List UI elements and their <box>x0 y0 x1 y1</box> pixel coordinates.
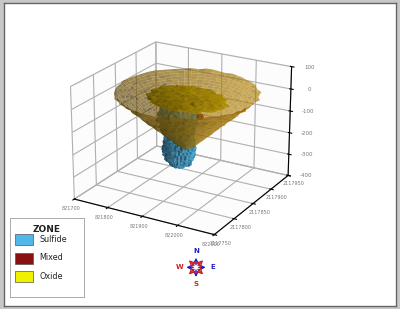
Text: Sulfide: Sulfide <box>40 235 67 243</box>
Bar <box>15 235 33 245</box>
Text: E: E <box>210 265 215 270</box>
Bar <box>15 271 33 282</box>
Text: Mixed: Mixed <box>40 253 63 262</box>
Text: ZONE: ZONE <box>33 225 61 234</box>
Text: N: N <box>193 248 199 254</box>
Text: Oxide: Oxide <box>40 272 63 281</box>
Bar <box>15 253 33 264</box>
Text: S: S <box>194 281 198 287</box>
Text: W: W <box>176 265 183 270</box>
